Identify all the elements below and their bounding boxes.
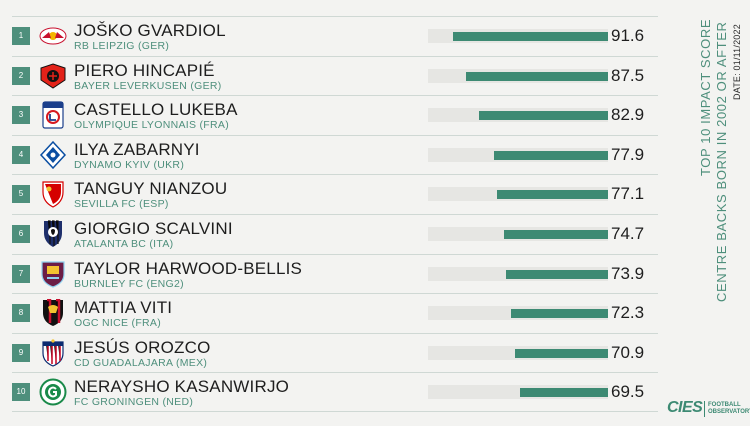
rank-badge: 6 (12, 224, 30, 243)
score-value: 72.3 (611, 303, 645, 323)
sevilla-crest-icon (39, 180, 67, 209)
score-bar (494, 150, 608, 160)
ranking-row: 1 JOŠKO GVARDIOL RB LEIPZIG (GER) 91.6 (12, 16, 658, 56)
rank-badge: 1 (12, 27, 30, 45)
club-name: BURNLEY FC (ENG2) (74, 277, 184, 290)
dynamo-kyiv-crest-icon (39, 140, 67, 169)
rank-badge: 10 (12, 383, 30, 402)
rank-badge: 5 (12, 185, 30, 204)
score-bar (453, 32, 608, 41)
cies-logo-mark: CIES (667, 399, 703, 416)
rank-badge: 9 (12, 343, 30, 362)
club-name: OGC NICE (FRA) (74, 317, 162, 330)
bar-track (428, 108, 608, 123)
score-bar (503, 229, 608, 239)
club-name: RB LEIPZIG (GER) (74, 40, 170, 52)
rank-badge: 3 (12, 106, 30, 125)
bar-track (428, 187, 608, 202)
bar-track (428, 68, 608, 83)
score-value: 73.9 (611, 263, 645, 283)
bar-track (428, 147, 608, 162)
score-value: 87.5 (611, 65, 645, 85)
cies-logo: CIES FOOTBALL OBSERVATORY (667, 398, 750, 422)
side-title-block: TOP 10 IMPACT SCORE CENTRE BACKS BORN IN… (690, 6, 746, 306)
bar-track (428, 345, 608, 360)
ranking-row: 7 TAYLOR HARWOOD-BELLIS BURNLEY FC (ENG2… (12, 253, 658, 294)
groningen-crest-icon (39, 378, 67, 406)
score-value: 91.6 (611, 26, 645, 45)
score-value: 70.9 (611, 342, 645, 362)
bayer-leverkusen-crest-icon (39, 62, 67, 90)
ogc-nice-crest-icon (39, 299, 67, 327)
bar-track (428, 226, 608, 241)
club-name: ATALANTA BC (ITA) (74, 237, 174, 250)
score-value: 69.5 (611, 382, 645, 402)
guadalajara-crest-icon (39, 339, 67, 367)
score-bar (465, 71, 608, 81)
club-name: SEVILLA FC (ESP) (74, 198, 169, 211)
ranking-row: 4 ILYA ZABARNYI DYNAMO KYIV (UKR) 77.9 (12, 134, 658, 175)
player-name: GIORGIO SCALVINI (74, 218, 233, 238)
ranking-list: 1 JOŠKO GVARDIOL RB LEIPZIG (GER) 91.6 2… (12, 16, 658, 412)
ranking-row: 9 JESÚS OROZCO CD GUADALAJARA (MEX) 70.9 (12, 332, 658, 373)
cies-logo-subtitle: FOOTBALL OBSERVATORY (708, 402, 750, 415)
score-value: 82.9 (611, 105, 645, 125)
ranking-row: 2 PIERO HINCAPIÉ BAYER LEVERKUSEN (GER) … (12, 55, 658, 96)
score-bar (506, 269, 608, 279)
club-name: FC GRONINGEN (NED) (74, 396, 194, 409)
chart-date: DATE: 01/11/2022 (732, 24, 742, 100)
bar-track (428, 385, 608, 400)
player-name: NERAYSHO KASANWIRJO (74, 377, 290, 397)
score-value: 74.7 (611, 223, 645, 243)
rank-badge: 4 (12, 145, 30, 164)
score-bar (511, 309, 608, 319)
rank-badge: 8 (12, 304, 30, 323)
score-bar (519, 388, 608, 398)
atalanta-crest-icon (39, 220, 67, 248)
player-name: ILYA ZABARNYI (74, 139, 200, 159)
club-name: BAYER LEVERKUSEN (GER) (74, 79, 222, 92)
logo-divider (704, 401, 705, 417)
bar-track (428, 29, 608, 43)
burnley-crest-icon (39, 260, 67, 288)
player-name: JESÚS OROZCO (74, 337, 211, 357)
player-name: CASTELLO LUKEBA (74, 100, 238, 120)
ranking-row: 5 TANGUY NIANZOU SEVILLA FC (ESP) 77.1 (12, 174, 658, 214)
score-bar (496, 190, 608, 200)
player-name: MATTIA VITI (74, 298, 173, 318)
rank-badge: 2 (12, 66, 30, 85)
score-value: 77.1 (611, 184, 645, 204)
player-name: PIERO HINCAPIÉ (74, 60, 215, 80)
olympique-lyonnais-crest-icon (39, 101, 67, 129)
club-name: DYNAMO KYIV (UKR) (74, 158, 185, 171)
score-value: 77.9 (611, 144, 645, 164)
score-bar (479, 111, 608, 121)
chart-title: TOP 10 IMPACT SCORE (698, 18, 713, 176)
player-name: TAYLOR HARWOOD-BELLIS (74, 258, 303, 278)
score-bar (515, 348, 608, 358)
club-name: CD GUADALAJARA (MEX) (74, 356, 208, 369)
club-name: OLYMPIQUE LYONNAIS (FRA) (74, 119, 229, 132)
rank-badge: 7 (12, 264, 30, 283)
player-name: TANGUY NIANZOU (74, 179, 228, 199)
ranking-row: 10 NERAYSHO KASANWIRJO FC GRONINGEN (NED… (12, 372, 658, 412)
chart-subtitle: CENTRE BACKS BORN IN 2002 OR AFTER (714, 21, 729, 302)
ranking-row: 6 GIORGIO SCALVINI ATALANTA BC (ITA) 74.… (12, 213, 658, 254)
bar-track (428, 266, 608, 281)
player-name: JOŠKO GVARDIOL (74, 21, 226, 40)
ranking-row: 3 CASTELLO LUKEBA OLYMPIQUE LYONNAIS (FR… (12, 95, 658, 135)
ranking-row: 8 MATTIA VITI OGC NICE (FRA) 72.3 (12, 293, 658, 333)
bar-track (428, 306, 608, 321)
rb-leipzig-crest-icon (39, 22, 67, 50)
